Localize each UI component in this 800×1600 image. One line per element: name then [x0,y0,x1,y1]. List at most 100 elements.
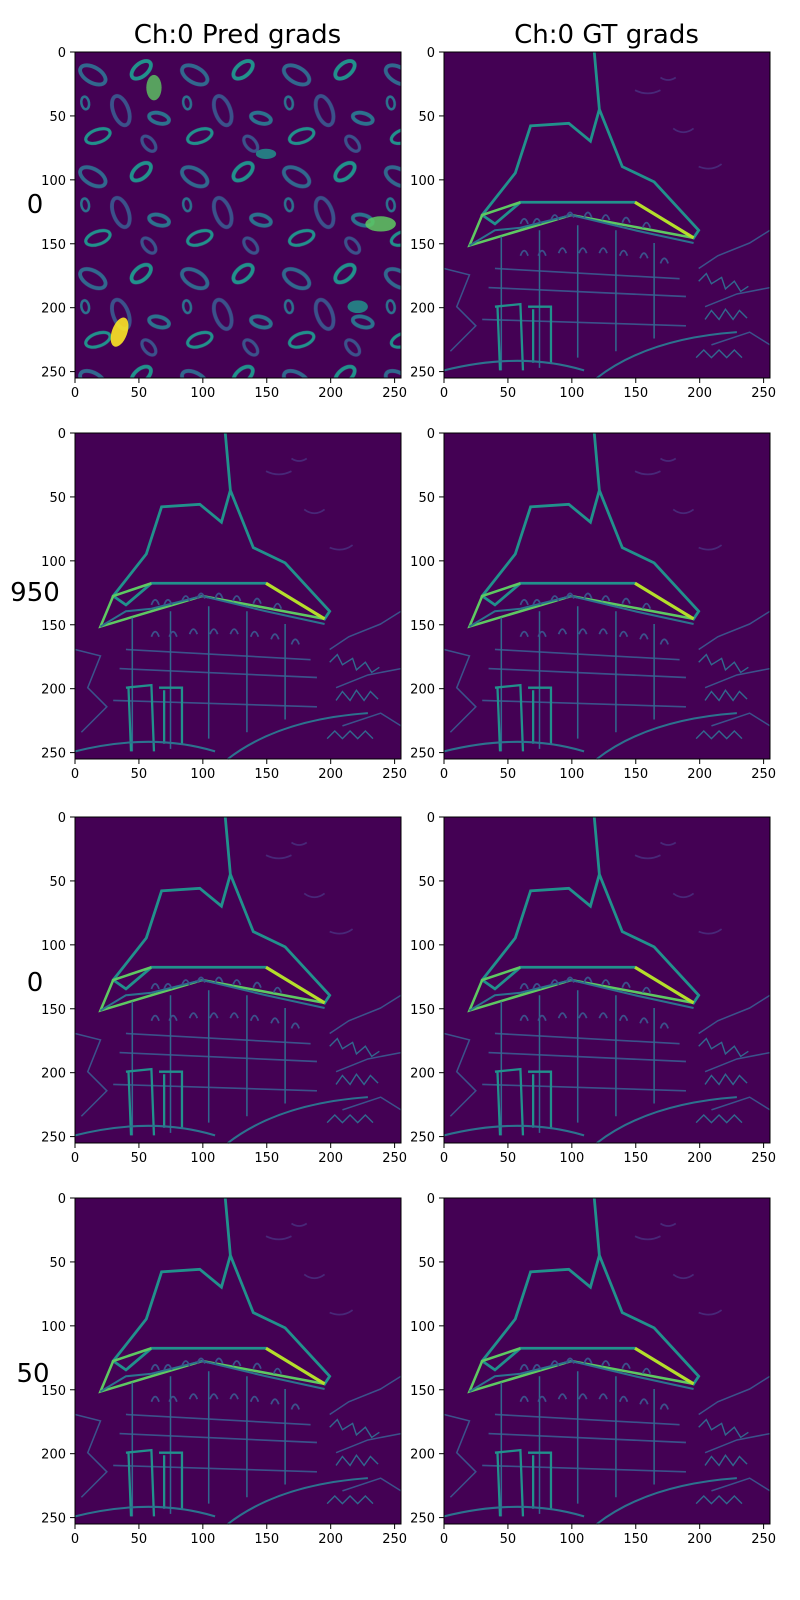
y-tick-label: 250 [41,1131,66,1146]
y-tick-label: 200 [410,302,435,317]
y-tick-label: 0 [58,811,66,826]
x-tick-label: 50 [131,1532,148,1547]
y-tick-label: 150 [41,1384,66,1399]
panel-grid: 0 50 100 150 200 250 0 50 100 150 200 250 0 50 100 150 2… [41,46,776,1547]
heatmap-panel-r3-c0: 0 50 100 150 200 250 0 50 100 150 200 250 [41,1192,407,1547]
heatmap-panel-r1-c1: 0 50 100 150 200 250 0 50 100 150 200 250 [410,427,776,782]
row-label-3: 50 [16,1359,49,1389]
x-tick-label: 150 [254,386,279,401]
x-tick-label: 0 [440,1151,448,1166]
y-tick-label: 250 [41,366,66,381]
x-tick-label: 250 [382,767,407,782]
y-tick-label: 50 [418,1256,435,1271]
axes-frame [443,432,771,760]
y-tick-label: 50 [49,1256,66,1271]
axes-frame [443,1197,771,1525]
x-tick-label: 100 [559,767,584,782]
x-tick-label: 0 [71,767,79,782]
row-label-0: 0 [27,190,44,220]
x-tick-label: 50 [131,386,148,401]
heatmap-panel-r0-c0: 0 50 100 150 200 250 0 50 100 150 200 250 [41,46,407,401]
y-tick-label: 250 [410,1131,435,1146]
x-tick-label: 150 [623,1532,648,1547]
y-tick-label: 0 [427,1192,435,1207]
column-title-0: Ch:0 Pred grads [134,20,341,50]
x-tick-label: 50 [500,1151,517,1166]
x-tick-label: 50 [500,767,517,782]
x-tick-label: 150 [254,1532,279,1547]
y-tick-label: 200 [410,1448,435,1463]
y-tick-label: 150 [410,238,435,253]
y-tick-label: 100 [410,1320,435,1335]
x-tick-label: 50 [500,1532,517,1547]
x-tick-label: 100 [190,767,215,782]
x-tick-label: 150 [623,1151,648,1166]
heatmap-panel-r2-c1: 0 50 100 150 200 250 0 50 100 150 200 250 [410,811,776,1166]
x-tick-label: 250 [382,1532,407,1547]
x-tick-label: 150 [254,767,279,782]
axes-frame [443,51,771,379]
axes-frame [74,51,402,379]
x-tick-label: 250 [751,386,776,401]
y-tick-label: 0 [58,427,66,442]
y-tick-label: 200 [41,683,66,698]
y-tick-label: 150 [41,619,66,634]
x-tick-label: 250 [751,1151,776,1166]
x-tick-label: 100 [190,1532,215,1547]
column-title-1: Ch:0 GT grads [514,20,699,50]
y-tick-label: 100 [410,174,435,189]
x-tick-label: 200 [318,1532,343,1547]
x-tick-label: 200 [687,386,712,401]
y-tick-label: 200 [410,683,435,698]
y-tick-label: 250 [410,747,435,762]
axes-frame [74,432,402,760]
heatmap-panel-r0-c1: 0 50 100 150 200 250 0 50 100 150 200 250 [410,46,776,401]
x-tick-label: 150 [254,1151,279,1166]
x-tick-label: 200 [687,1151,712,1166]
y-tick-label: 150 [410,1384,435,1399]
heatmap-image [73,815,403,1145]
x-tick-label: 250 [751,1532,776,1547]
y-tick-label: 250 [41,747,66,762]
y-tick-label: 150 [410,1003,435,1018]
y-tick-label: 250 [41,1512,66,1527]
x-tick-label: 100 [559,1532,584,1547]
x-tick-label: 200 [318,1151,343,1166]
heatmap-image [442,815,772,1145]
y-tick-label: 50 [49,110,66,125]
y-tick-label: 0 [427,427,435,442]
row-label-1: 950 [10,578,60,608]
row-label-2: 0 [27,968,44,998]
y-tick-label: 50 [49,875,66,890]
y-tick-label: 0 [58,46,66,61]
x-tick-label: 100 [559,1151,584,1166]
x-tick-label: 250 [382,386,407,401]
x-tick-label: 200 [687,767,712,782]
y-tick-label: 150 [41,238,66,253]
y-tick-label: 100 [41,174,66,189]
y-tick-label: 50 [418,110,435,125]
x-tick-label: 0 [440,767,448,782]
heatmap-image [442,431,772,761]
x-tick-label: 150 [623,386,648,401]
x-tick-label: 200 [318,767,343,782]
heatmap-image [73,1196,403,1526]
x-tick-label: 100 [190,1151,215,1166]
x-tick-label: 0 [71,1532,79,1547]
y-tick-label: 200 [41,1448,66,1463]
y-tick-label: 250 [410,1512,435,1527]
y-tick-label: 150 [410,619,435,634]
x-tick-label: 50 [131,1151,148,1166]
x-tick-label: 0 [440,386,448,401]
y-tick-label: 0 [58,1192,66,1207]
heatmap-image [442,1196,772,1526]
heatmap-panel-r2-c0: 0 50 100 150 200 250 0 50 100 150 200 250 [41,811,407,1166]
axes-frame [443,816,771,1144]
x-tick-label: 100 [559,386,584,401]
x-tick-label: 150 [623,767,648,782]
y-tick-label: 250 [410,366,435,381]
y-tick-label: 0 [427,46,435,61]
x-tick-label: 100 [190,386,215,401]
heatmap-image [73,431,403,761]
y-tick-label: 100 [41,555,66,570]
